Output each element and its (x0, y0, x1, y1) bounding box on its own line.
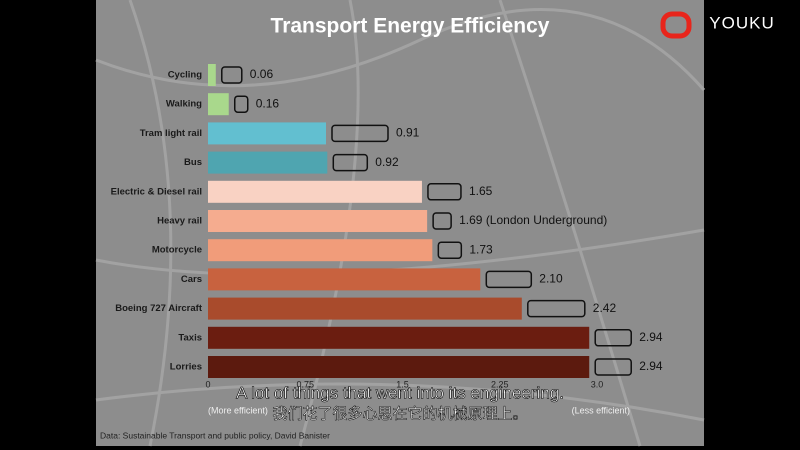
y-tick-label: Lorries (170, 362, 202, 373)
x-tick-label: 3.0 (591, 379, 604, 389)
x-left-note: (More efficient) (208, 405, 268, 415)
x-right-note: (Less efficient) (572, 405, 630, 415)
bar (208, 122, 326, 145)
y-tick-label: Electric & Diesel rail (111, 186, 202, 197)
y-tick-label: Bus (184, 157, 202, 168)
bar (208, 93, 229, 116)
logo-icon (660, 11, 692, 39)
value-label: 0.06 (250, 67, 274, 81)
bar (208, 64, 216, 86)
value-label: 1.69 (London Underground) (459, 213, 607, 227)
plot: 0 0.75 1.5 2.25 3.0 Cycling 0.06 Walking 0.16 Tra… (111, 64, 663, 389)
icon (527, 299, 586, 318)
y-tick-label: Tram light rail (140, 128, 202, 139)
bar (208, 326, 590, 349)
value-label: 1.73 (469, 242, 493, 256)
y-tick-label: Taxis (178, 332, 202, 343)
icon (331, 124, 389, 143)
bar (208, 180, 422, 203)
bar (208, 239, 433, 262)
value-label: 2.94 (639, 359, 663, 373)
logo-text: YOUKU (709, 13, 774, 32)
x-tick-label: 2.25 (491, 379, 509, 389)
icon (594, 329, 632, 347)
icon (332, 153, 369, 172)
icon (233, 95, 249, 113)
y-tick-label: Motorcycle (152, 245, 202, 256)
bar (208, 297, 522, 320)
value-label: 0.91 (396, 126, 420, 140)
icon (432, 212, 452, 230)
icon (221, 66, 243, 84)
y-tick-label: Cycling (168, 70, 203, 81)
y-tick-label: Boeing 727 Aircraft (115, 303, 203, 314)
chart-title: Transport Energy Efficiency (271, 15, 550, 38)
value-label: 0.92 (375, 155, 399, 169)
icon (594, 358, 632, 376)
value-label: 2.10 (539, 272, 563, 286)
subtitle-en: A lot of things that went into its engin… (236, 383, 564, 402)
bar (208, 151, 328, 174)
y-tick-label: Cars (181, 274, 202, 285)
x-tick-label: 1.5 (396, 379, 409, 389)
icon (485, 270, 533, 289)
icon (437, 241, 463, 259)
x-tick-label: 0 (205, 379, 210, 389)
value-label: 1.65 (469, 184, 493, 198)
source: Data: Sustainable Transport and public p… (100, 430, 330, 440)
bar (208, 268, 481, 291)
bar (208, 356, 590, 378)
y-tick-label: Walking (166, 99, 202, 110)
subtitle-zh: 我们花了很多心思在它的机械原理上。 (272, 405, 527, 423)
value-label: 2.94 (639, 330, 663, 344)
y-tick-label: Heavy rail (157, 216, 202, 227)
icon (427, 183, 462, 201)
value-label: 2.42 (593, 301, 617, 315)
x-tick-label: 0.75 (296, 379, 314, 389)
value-label: 0.16 (256, 96, 280, 110)
logo: YOUKU (660, 11, 774, 39)
bar (208, 210, 428, 232)
